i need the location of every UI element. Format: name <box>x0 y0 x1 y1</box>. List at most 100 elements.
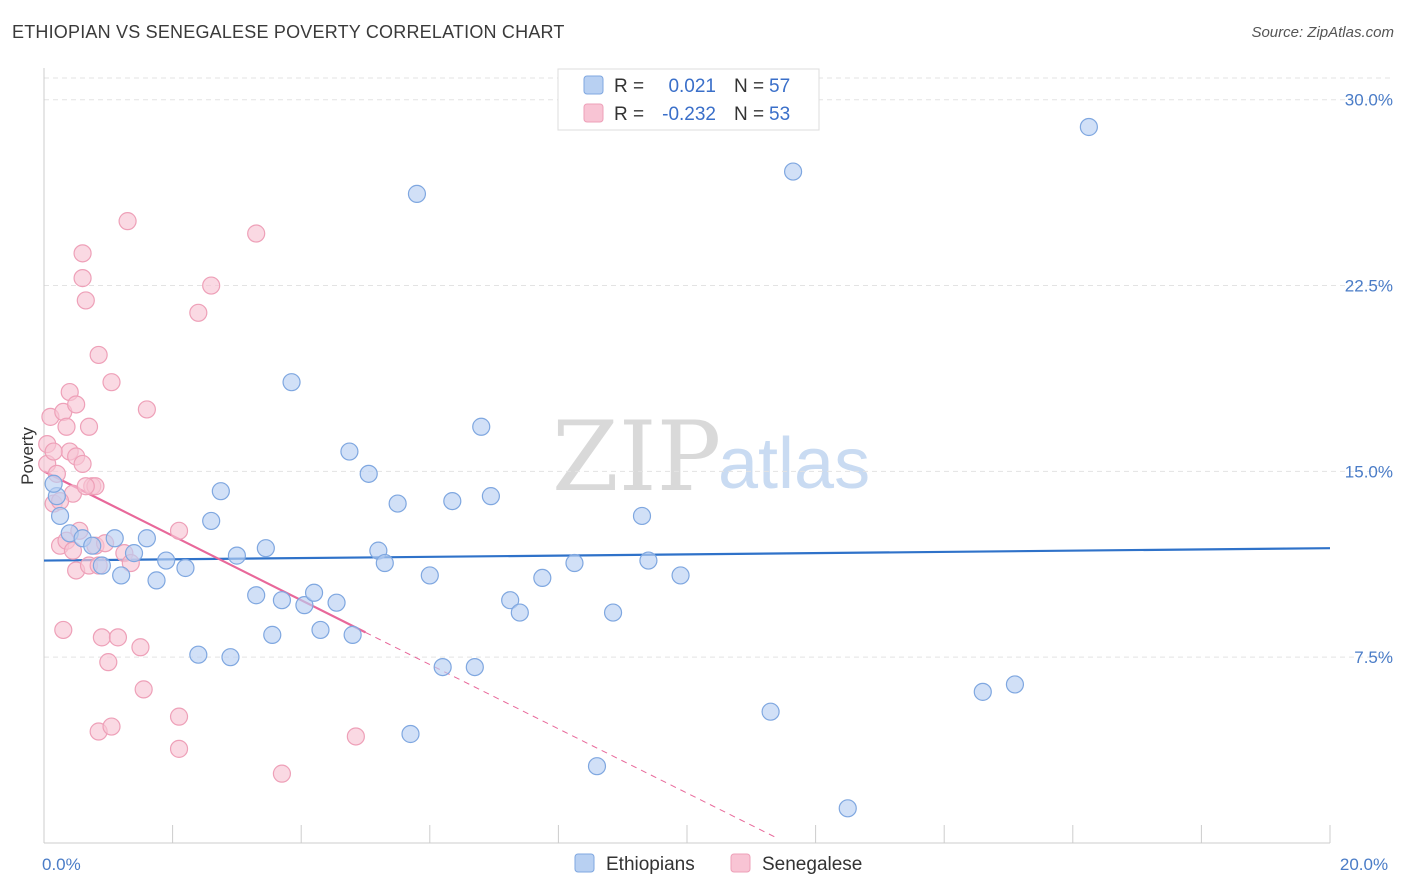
data-point-ethiopians <box>105 529 124 548</box>
data-point-senegalese <box>67 395 86 414</box>
data-point-ethiopians <box>124 544 144 563</box>
data-point-ethiopians <box>420 566 439 585</box>
data-point-ethiopians <box>176 558 195 578</box>
data-point-senegalese <box>137 400 156 419</box>
data-point-ethiopians <box>632 506 652 526</box>
data-point-ethiopians <box>472 417 491 436</box>
data-point-ethiopians <box>359 464 378 483</box>
legend-r-label-senegalese: R = <box>614 104 644 125</box>
data-point-senegalese <box>108 628 128 647</box>
data-point-senegalese <box>169 707 189 726</box>
data-point-ethiopians <box>311 620 330 640</box>
data-point-senegalese <box>102 373 121 392</box>
data-point-senegalese <box>134 680 153 699</box>
data-point-ethiopians <box>92 556 111 575</box>
data-point-ethiopians <box>282 373 301 392</box>
data-point-senegalese <box>54 620 73 640</box>
y-tick-label: 22.5% <box>1345 277 1393 296</box>
watermark-atlas: atlas <box>718 424 870 504</box>
data-point-senegalese <box>99 653 118 672</box>
data-point-senegalese <box>73 244 92 263</box>
data-point-ethiopians <box>272 591 292 610</box>
data-point-ethiopians <box>295 596 314 615</box>
series-senegalese-points <box>38 212 365 783</box>
y-tick-label: 15.0% <box>1345 462 1393 481</box>
data-point-ethiopians <box>227 546 246 565</box>
x-tick-label: 20.0% <box>1340 855 1388 874</box>
data-point-ethiopians <box>838 799 857 818</box>
data-point-ethiopians <box>973 682 992 701</box>
data-point-ethiopians <box>533 568 552 588</box>
data-point-ethiopians <box>761 702 780 721</box>
legend-r-value-ethiopians: 0.021 <box>668 76 716 97</box>
chart-title: ETHIOPIAN VS SENEGALESE POVERTY CORRELAT… <box>12 22 565 42</box>
y-axis-label: Poverty <box>18 427 37 485</box>
x-tick-labels: 0.0% 20.0% <box>42 855 1388 874</box>
data-point-senegalese <box>79 417 99 436</box>
bottom-legend-label-senegalese: Senegalese <box>762 854 862 875</box>
data-point-senegalese <box>92 628 111 647</box>
data-point-ethiopians <box>50 506 70 526</box>
data-point-ethiopians <box>247 586 266 605</box>
data-point-ethiopians <box>157 551 176 570</box>
data-point-ethiopians <box>327 593 346 612</box>
data-point-ethiopians <box>1005 675 1025 694</box>
data-point-ethiopians <box>388 494 407 513</box>
trend-line-senegalese <box>365 631 778 839</box>
source-credit: Source: ZipAtlas.com <box>1251 24 1394 41</box>
data-point-ethiopians <box>565 553 584 573</box>
legend-n-value-senegalese: 53 <box>769 104 790 125</box>
data-point-ethiopians <box>256 539 275 558</box>
data-point-ethiopians <box>202 511 221 531</box>
legend-box: R = 0.021 N = 57 R = -0.232 N = 53 <box>557 68 820 131</box>
data-point-senegalese <box>76 477 95 496</box>
y-tick-label: 7.5% <box>1354 648 1393 667</box>
grid-lines <box>44 77 1392 658</box>
data-point-senegalese <box>57 417 76 436</box>
data-point-ethiopians <box>211 482 230 501</box>
data-point-senegalese <box>73 454 92 474</box>
data-point-ethiopians <box>263 625 282 644</box>
data-point-ethiopians <box>639 551 658 570</box>
data-point-ethiopians <box>783 162 803 181</box>
data-point-ethiopians <box>401 724 420 744</box>
legend-n-label-ethiopians: N = <box>734 76 764 97</box>
data-point-ethiopians <box>481 487 500 506</box>
data-point-senegalese <box>169 521 189 540</box>
data-point-ethiopians <box>304 583 324 602</box>
x-tick-label: 0.0% <box>42 855 81 874</box>
data-point-senegalese <box>131 638 150 657</box>
data-point-senegalese <box>247 224 266 243</box>
data-point-senegalese <box>44 442 63 461</box>
legend-swatch-senegalese <box>583 103 604 123</box>
data-point-senegalese <box>189 303 208 322</box>
trend-line-ethiopians <box>43 547 1331 562</box>
bottom-legend: Ethiopians Senegalese <box>574 853 862 875</box>
data-point-ethiopians <box>443 491 462 511</box>
legend-swatch-ethiopians <box>583 75 604 95</box>
data-point-ethiopians <box>433 657 452 677</box>
data-point-ethiopians <box>375 553 394 573</box>
data-point-ethiopians <box>189 645 208 664</box>
data-point-ethiopians <box>340 442 359 461</box>
data-point-ethiopians <box>1079 117 1098 137</box>
bottom-legend-label-ethiopians: Ethiopians <box>606 854 695 875</box>
data-point-senegalese <box>346 727 365 746</box>
data-point-senegalese <box>169 739 189 758</box>
data-point-ethiopians <box>671 566 690 585</box>
legend-r-label-ethiopians: R = <box>614 76 644 97</box>
data-point-ethiopians <box>112 566 131 585</box>
legend-n-label-senegalese: N = <box>734 104 764 125</box>
legend-r-value-senegalese: -0.232 <box>662 104 716 125</box>
data-point-senegalese <box>89 345 108 365</box>
data-point-senegalese <box>73 269 92 288</box>
bottom-legend-swatch-senegalese <box>730 853 751 873</box>
data-point-ethiopians <box>343 625 362 644</box>
legend-n-value-ethiopians: 57 <box>769 76 790 97</box>
data-point-ethiopians <box>510 603 529 622</box>
y-tick-labels: 7.5% 15.0% 22.5% 30.0% <box>1345 91 1393 667</box>
series-ethiopians-points <box>44 117 1098 818</box>
data-point-senegalese <box>202 276 221 295</box>
data-point-senegalese <box>76 291 95 310</box>
